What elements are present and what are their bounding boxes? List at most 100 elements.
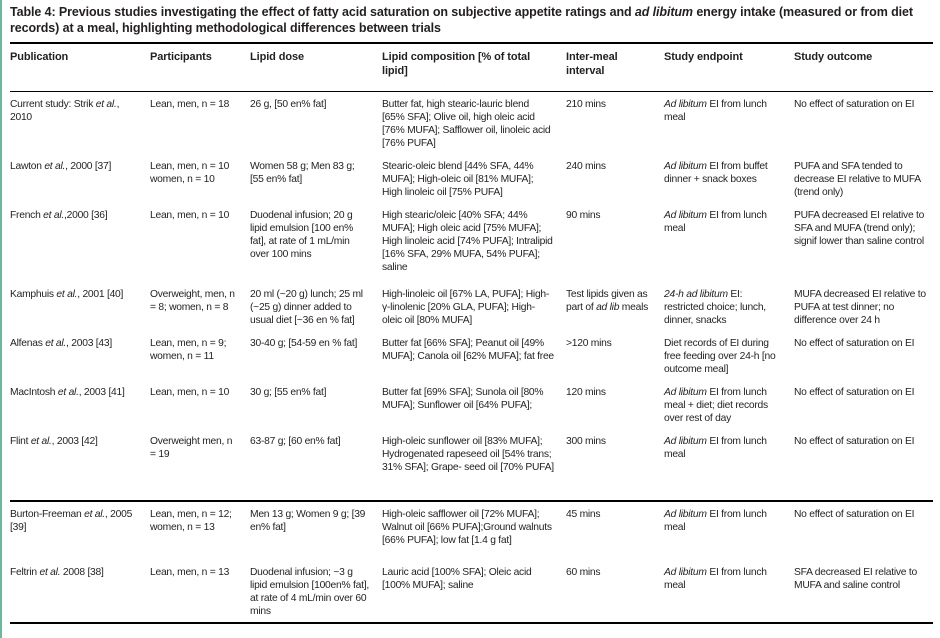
text: EI from lunch meal [664, 210, 767, 234]
text: >120 mins [566, 338, 612, 349]
text: meals [619, 302, 649, 313]
table-cell: PUFA decreased EI relative to SFA and MU… [794, 203, 933, 282]
text: Duodenal infusion; ~3 g lipid emulsion [… [250, 567, 369, 617]
table-cell: Ad libitum EI from lunch meal [664, 429, 794, 501]
table-cell: High-linoleic oil [67% LA, PUFA]; High-γ… [382, 282, 566, 331]
table-body: Current study: Strik et al. , 2010 Lean, m… [10, 91, 933, 623]
table-cell: 30-40 g; [54-59 en % fat] [250, 331, 382, 380]
page: Table 4: Previous studies investigating … [10, 5, 933, 624]
column-header-inter-meal-interval: Inter-meal interval [566, 42, 664, 92]
text: Lawton [10, 161, 45, 172]
table-cell: Lean, men, n = 12; women, n = 13 [150, 500, 250, 560]
italic-text: Ad libitum [664, 387, 707, 398]
table-cell: Diet records of EI during free feeding o… [664, 331, 794, 380]
text: Table 4: Previous studies investigating … [10, 5, 635, 19]
table-header: Publication Participants Lipid dose Lipi… [10, 42, 933, 92]
table-row: French et al.,2000 [36] Lean, men, n = 10… [10, 203, 933, 282]
table-cell: 24-h ad libitum EI: restricted choice; l… [664, 282, 794, 331]
text: , 2010 [10, 98, 120, 123]
text: French [10, 210, 44, 221]
table-cell: Duodenal infusion; ~3 g lipid emulsion [… [250, 560, 382, 623]
text: 20 ml (~20 g) lunch; 25 ml (~25 g) dinne… [250, 289, 363, 326]
text: High-linoleic oil [67% LA, PUFA]; High-γ… [382, 289, 550, 326]
table-cell: Ad libitum EI from lunch meal + diet; di… [664, 380, 794, 429]
text: EI from buffet dinner + snack boxes [664, 161, 768, 185]
text: PUFA decreased EI relative to SFA and MU… [794, 210, 925, 247]
table-cell: 63-87 g; [60 en% fat] [250, 429, 382, 501]
italic-text: Ad libitum [664, 436, 707, 447]
text: Men 13 g; Women 9 g; [39 en% fat] [250, 509, 366, 533]
text: Duodenal infusion; 20 g lipid emulsion [… [250, 210, 354, 260]
text: EI from lunch meal [664, 567, 767, 591]
italic-text: Ad libitum [664, 210, 707, 221]
text: MacIntosh [10, 387, 58, 398]
italic-text: et al. [39, 567, 61, 578]
text: Butter fat, high stearic-lauric blend [6… [382, 98, 551, 149]
text: High stearic/oleic [40% SFA; 44% MUFA]; … [382, 210, 553, 273]
text: Current study: Strik [10, 98, 96, 110]
text: Diet records of EI during free feeding o… [664, 338, 776, 375]
table-cell: Ad libitum EI from lunch meal [664, 500, 794, 560]
text: 210 mins [566, 98, 606, 110]
table-cell: 45 mins [566, 500, 664, 560]
table-cell: 210 mins [566, 91, 664, 154]
text: Butter fat [66% SFA]; Peanut oil [49% MU… [382, 338, 554, 362]
text: 300 mins [566, 436, 606, 447]
italic-text: et al. [45, 338, 67, 349]
table-row: Burton-Freeman et al., 2005 [39] Lean, me… [10, 500, 933, 560]
table-cell: MacIntosh et al., 2003 [41] [10, 380, 150, 429]
text: Lauric acid [100% SFA]; Oleic acid [100%… [382, 567, 532, 591]
text: 30-40 g; [54-59 en % fat] [250, 338, 358, 349]
text: EI from lunch meal + diet; diet records … [664, 387, 768, 424]
text: ,2000 [36] [64, 210, 108, 221]
table-cell: Butter fat [66% SFA]; Peanut oil [49% MU… [382, 331, 566, 380]
table-cell: Lean, men, n = 10 [150, 380, 250, 429]
table-cell: Lean, men, n = 10 [150, 203, 250, 282]
text: Feltrin [10, 567, 40, 578]
text: 60 mins [566, 567, 601, 578]
text: 120 mins [566, 387, 606, 398]
text: High-oleic safflower oil [72% MUFA]; Wal… [382, 509, 552, 546]
text: , 2000 [37] [65, 161, 112, 172]
text: 26 g, [50 en% fat] [250, 98, 327, 110]
table-cell: 240 mins [566, 154, 664, 203]
text: High-oleic sunflower oil [83% MUFA]; Hyd… [382, 436, 554, 473]
table-cell: Test lipids given as part of ad lib meal… [566, 282, 664, 331]
table-cell: PUFA and SFA tended to decrease EI relat… [794, 154, 933, 203]
column-header-study-endpoint: Study endpoint [664, 42, 794, 92]
table-cell: Butter fat [69% SFA]; Sunola oil [80% MU… [382, 380, 566, 429]
table-row: Kamphuis et al., 2001 [40] Overweight, me… [10, 282, 933, 331]
text: Stearic-oleic blend [44% SFA, 44% MUFA];… [382, 161, 534, 198]
text: EI from lunch meal [664, 436, 767, 460]
text: Lean, men, n = 10 [150, 210, 230, 221]
table-cell: Ad libitum EI from lunch meal [664, 91, 794, 154]
table-cell: Burton-Freeman et al., 2005 [39] [10, 500, 150, 560]
table-cell: Ad libitum EI from lunch meal [664, 203, 794, 282]
table-cell: No effect of saturation on EI [794, 380, 933, 429]
italic-text: et al. [84, 509, 105, 520]
text: 240 mins [566, 161, 606, 172]
table-row: Current study: Strik et al., 2010 Lean, m… [10, 91, 933, 154]
table-cell: Lean, men, n = 10 women, n = 10 [150, 154, 250, 203]
table-cell: Lean, men, n = 18 [150, 91, 250, 154]
text: No effect of saturation on EI [794, 338, 915, 349]
text: EI from lunch meal [664, 98, 767, 123]
text: PUFA and SFA tended to decrease EI relat… [794, 161, 921, 198]
table-cell: No effect of saturation on EI [794, 500, 933, 560]
italic-text: Ad libitum [664, 509, 707, 520]
column-header-lipid-dose: Lipid dose [250, 42, 382, 92]
text: 90 mins [566, 210, 601, 221]
table-cell: SFA decreased EI relative to MUFA and sa… [794, 560, 933, 623]
table-cell: 20 ml (~20 g) lunch; 25 ml (~25 g) dinne… [250, 282, 382, 331]
table-row: Alfenas et al., 2003 [43] Lean, men, n = … [10, 331, 933, 380]
table-cell: Butter fat, high stearic-lauric blend [6… [382, 91, 566, 154]
table-cell: Lean, men, n = 9; women, n = 11 [150, 331, 250, 380]
table-cell: Feltrin et al. 2008 [38] [10, 560, 150, 623]
text: No effect of saturation on EI [794, 387, 915, 398]
text: , 2003 [43] [66, 338, 112, 349]
table-cell: No effect of saturation on EI [794, 429, 933, 501]
italic-text: 24-h ad libitum [664, 289, 728, 300]
table-cell: Overweight men, n = 19 [150, 429, 250, 501]
italic-text: et al. [43, 210, 64, 221]
column-header-publication: Publication [10, 42, 150, 92]
